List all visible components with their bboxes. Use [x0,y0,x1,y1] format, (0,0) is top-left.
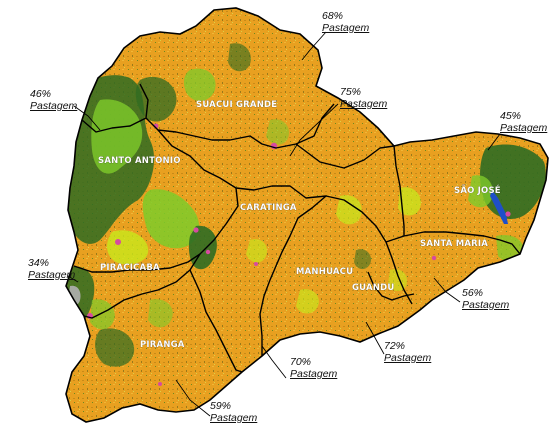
annotation-percent: 34% [28,257,50,269]
basin-label-sao-jose: SÃO JOSÉ [454,184,501,196]
basin-labels: SUACUI GRANDE SANTO ANTONIO CARATINGA SÃ… [98,100,501,350]
pasture-area [66,8,548,422]
annotation-percent: 46% [30,88,52,100]
annotation-percent: 59% [210,400,232,412]
basin-label-santa-maria: SANTA MARIA [420,239,488,249]
annotation-label: Pastagem [210,412,258,424]
annotation-caratinga: 75% Pastagem [340,86,387,110]
region-outline [65,7,549,423]
annotation-percent: 45% [500,110,522,122]
annotation-percent: 75% [340,86,362,98]
annotation-label: Pastagem [30,100,78,112]
annotation-piranga: 59% Pastagem [210,400,257,424]
annotation-label: Pastagem [28,269,76,281]
basin-label-suacui-grande: SUACUI GRANDE [196,100,277,110]
annotation-label: Pastagem [500,122,548,134]
annotation-manhuacu: 70% Pastagem [290,356,337,380]
annotation-label: Pastagem [340,98,388,110]
annotation-percent: 70% [290,356,312,368]
basin-label-caratinga: CARATINGA [240,203,297,213]
annotation-label: Pastagem [290,368,338,380]
annotation-label: Pastagem [322,22,370,34]
basin-label-santo-antonio: SANTO ANTONIO [98,156,181,166]
annotation-percent: 68% [322,10,344,22]
basin-label-piranga: PIRANGA [140,340,185,350]
annotation-label: Pastagem [462,299,510,311]
basin-label-guandu: GUANDU [352,283,394,293]
basin-label-manhuacu: MANHUACU [296,267,353,277]
annotation-santa-maria: 56% Pastagem [462,287,509,311]
annotation-guandu: 72% Pastagem [384,340,431,364]
leader-lines [67,31,501,417]
basin-label-piracicaba: PIRACICABA [100,263,160,273]
annotation-label: Pastagem [384,352,432,364]
annotation-suacui-grande: 68% Pastagem [322,10,369,34]
annotation-percent: 56% [462,287,484,299]
basin-boundaries [73,83,521,373]
annotation-santo-antonio: 46% Pastagem [30,88,77,112]
annotation-piracicaba: 34% Pastagem [28,257,75,281]
annotation-sao-jose: 45% Pastagem [500,110,547,134]
annotation-percent: 72% [384,340,406,352]
